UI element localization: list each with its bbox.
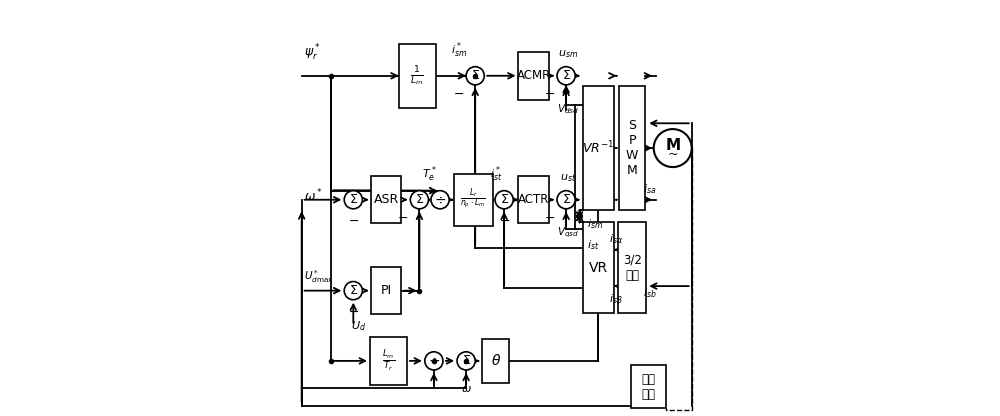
Text: M: M (665, 138, 680, 153)
FancyBboxPatch shape (618, 223, 646, 313)
Circle shape (344, 282, 362, 300)
FancyBboxPatch shape (583, 223, 614, 313)
Text: VR: VR (589, 261, 608, 275)
Text: ACMR: ACMR (517, 69, 551, 82)
Text: $\Sigma$: $\Sigma$ (562, 69, 571, 82)
FancyBboxPatch shape (518, 52, 549, 99)
Text: $VR^{-1}$: $VR^{-1}$ (582, 140, 614, 156)
FancyBboxPatch shape (371, 267, 401, 314)
Text: $U_{d\max}^*$: $U_{d\max}^*$ (304, 268, 333, 285)
Text: $\div$: $\div$ (428, 354, 440, 368)
Text: $-$: $-$ (348, 214, 359, 227)
Circle shape (557, 67, 575, 85)
Text: $i_{s\beta}$: $i_{s\beta}$ (609, 293, 623, 309)
Text: $T_e^*$: $T_e^*$ (422, 164, 437, 184)
Text: ASR: ASR (374, 193, 399, 206)
Text: $U_d$: $U_d$ (351, 319, 366, 333)
Circle shape (457, 352, 475, 370)
Text: $u_{st}$: $u_{st}$ (560, 172, 576, 184)
Text: ACTR: ACTR (518, 193, 550, 206)
FancyBboxPatch shape (631, 365, 666, 408)
Text: $-$: $-$ (499, 214, 510, 227)
Text: $\psi_r^*$: $\psi_r^*$ (304, 43, 320, 63)
Text: $i_{s\alpha}$: $i_{s\alpha}$ (609, 232, 623, 246)
FancyBboxPatch shape (583, 86, 614, 210)
Text: $i_{sa}$: $i_{sa}$ (643, 183, 657, 196)
Text: $\Sigma$: $\Sigma$ (462, 354, 471, 367)
Text: $V_{dsd}$: $V_{dsd}$ (557, 102, 579, 116)
Text: $\frac{L_m}{T_r}$: $\frac{L_m}{T_r}$ (382, 349, 395, 373)
Text: PI: PI (381, 284, 392, 297)
Text: 3/2
变换: 3/2 变换 (623, 254, 642, 282)
Text: $\Sigma$: $\Sigma$ (562, 193, 571, 206)
Text: $\frac{1}{L_m}$: $\frac{1}{L_m}$ (410, 64, 424, 87)
Text: ~: ~ (667, 148, 678, 161)
Text: $-$: $-$ (348, 305, 359, 318)
Circle shape (425, 352, 443, 370)
Text: $i_{sb}$: $i_{sb}$ (643, 286, 657, 300)
Text: $\Sigma$: $\Sigma$ (349, 284, 358, 297)
Text: $u_{sm}$: $u_{sm}$ (558, 48, 578, 60)
Circle shape (557, 191, 575, 209)
Text: $\Sigma$: $\Sigma$ (500, 193, 509, 206)
Text: S
P
W
M: S P W M (626, 119, 638, 177)
FancyBboxPatch shape (518, 176, 549, 223)
Text: $\frac{L_r}{n_p \cdot L_m}$: $\frac{L_r}{n_p \cdot L_m}$ (460, 187, 486, 212)
FancyBboxPatch shape (454, 174, 493, 225)
Text: $i_{st}$: $i_{st}$ (587, 238, 599, 252)
FancyBboxPatch shape (370, 337, 407, 385)
Text: $i_{sm}$: $i_{sm}$ (587, 218, 603, 231)
Text: $V_{qsd}$: $V_{qsd}$ (557, 226, 579, 240)
Text: $\omega^*$: $\omega^*$ (304, 187, 323, 204)
Circle shape (495, 191, 513, 209)
Circle shape (466, 67, 484, 85)
Text: $\theta$: $\theta$ (491, 354, 501, 369)
Text: $\Sigma$: $\Sigma$ (471, 69, 480, 82)
Text: $-$: $-$ (544, 87, 555, 100)
Text: $-$: $-$ (397, 211, 408, 224)
Text: 速度
获取: 速度 获取 (642, 372, 656, 401)
Text: $\Sigma$: $\Sigma$ (415, 193, 424, 206)
Circle shape (654, 129, 692, 167)
FancyBboxPatch shape (399, 44, 436, 108)
Text: $i_{sm}^*$: $i_{sm}^*$ (451, 40, 467, 60)
Circle shape (344, 191, 362, 209)
FancyBboxPatch shape (371, 176, 401, 223)
FancyBboxPatch shape (619, 86, 645, 210)
Text: $-$: $-$ (453, 87, 464, 100)
Text: $-$: $-$ (544, 211, 555, 224)
Text: $i_{st}^*$: $i_{st}^*$ (490, 164, 502, 184)
Text: $\Sigma$: $\Sigma$ (349, 193, 358, 206)
FancyBboxPatch shape (482, 339, 509, 383)
Text: $\div$: $\div$ (434, 193, 446, 207)
Text: $\omega$: $\omega$ (461, 384, 472, 394)
Circle shape (410, 191, 429, 209)
Circle shape (431, 191, 449, 209)
